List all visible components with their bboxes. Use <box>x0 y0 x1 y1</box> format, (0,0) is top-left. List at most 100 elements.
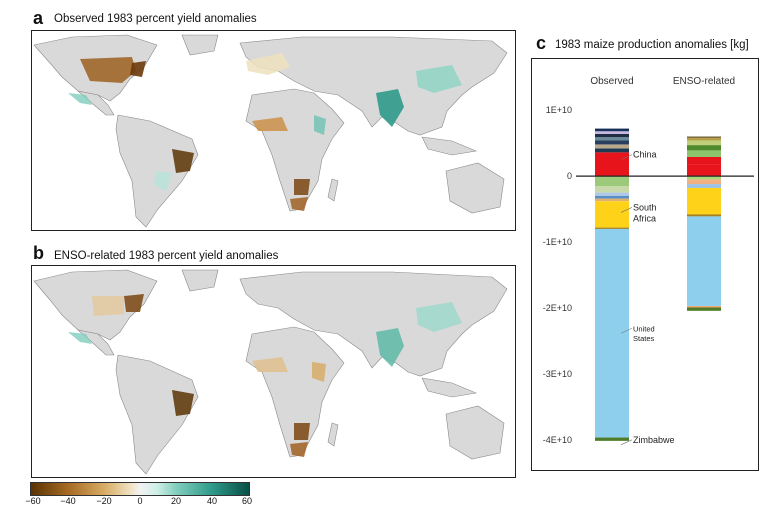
annotation-label: Zimbabwe <box>633 435 675 445</box>
bar-segment <box>595 152 629 177</box>
annotation-leader <box>620 439 633 446</box>
panel-a-letter: a <box>33 8 44 28</box>
brazil-east-decline <box>172 149 194 173</box>
y-tick-label: -4E+10 <box>543 435 572 445</box>
china-gain-b <box>416 302 462 332</box>
bar-segment <box>595 140 629 145</box>
us-central-mild-b <box>92 296 124 316</box>
annotation-label: United <box>633 324 655 333</box>
colorbar-tick: −60 <box>25 496 41 506</box>
south-africa-decline-b <box>290 442 308 457</box>
brazil-east-decline-b <box>172 390 194 416</box>
us-east-decline-b <box>124 294 144 312</box>
bar-segment <box>595 192 629 196</box>
landmass-southeast-asia-b <box>421 377 478 398</box>
bar-segment <box>595 133 629 138</box>
zimbabwe-decline-b <box>294 423 310 440</box>
production-chart: 1E+10 0 -1E+10 -2E+10 -3E+10 -4E+10 Observed EN… <box>543 76 754 446</box>
bar-segment <box>595 198 629 202</box>
anomaly-shading <box>68 53 462 211</box>
bar-segment <box>595 128 629 132</box>
bar-segment <box>687 184 721 189</box>
annotation-label: Africa <box>633 213 656 223</box>
bar-segment <box>595 437 629 441</box>
annotation-label: China <box>633 150 657 160</box>
bar-segment <box>687 164 721 177</box>
mexico-gain <box>68 93 92 105</box>
bar-segment <box>687 136 721 138</box>
enso-map-svg <box>33 269 508 475</box>
colorbar-tick: −40 <box>60 496 76 506</box>
y-tick-label: -3E+10 <box>543 369 572 379</box>
west-africa-decline-b <box>252 357 288 372</box>
bar-segment <box>595 186 629 193</box>
anomaly-shading-b <box>68 294 462 457</box>
map-land-b <box>33 269 508 475</box>
europe-mixed <box>246 53 290 75</box>
bar-segment <box>595 176 629 187</box>
panel-a-title: Observed 1983 percent yield anomalies <box>54 13 257 25</box>
y-tick-label: -1E+10 <box>543 237 572 247</box>
landmass-greenland <box>181 34 219 56</box>
panel-c-title: 1983 maize production anomalies [kg] <box>555 39 749 51</box>
colorbar-tick: −20 <box>96 496 112 506</box>
colorbar-tick: 40 <box>206 496 218 506</box>
colorbar-tick: 60 <box>241 496 253 506</box>
bar-segment <box>595 201 629 228</box>
brazil-south-gain <box>154 171 172 191</box>
landmass-eurasia <box>239 36 508 136</box>
bar-segment <box>687 176 721 180</box>
annotation-label: States <box>633 334 655 343</box>
east-africa-gain <box>314 115 326 135</box>
landmass-australia-b <box>445 405 505 460</box>
colorbar-tick: 20 <box>170 496 182 506</box>
production-chart-box: 1E+10 0 -1E+10 -2E+10 -3E+10 -4E+10 Observed EN… <box>531 58 759 471</box>
bar-segment <box>595 137 629 141</box>
annotation-leader <box>620 207 633 213</box>
china-gain <box>416 65 462 93</box>
landmass-australia <box>445 162 505 214</box>
landmass-southeast-asia <box>421 136 478 156</box>
bar-segment <box>687 150 721 157</box>
bar-segment <box>687 137 721 141</box>
west-africa-decline <box>252 117 288 131</box>
bar-segment <box>595 195 629 199</box>
annotation-leader <box>620 154 633 160</box>
category-label: Observed <box>590 76 633 87</box>
landmass-eurasia-b <box>239 271 508 377</box>
y-tick-label: 1E+10 <box>546 105 572 115</box>
y-tick-label: -2E+10 <box>543 303 572 313</box>
south-africa-decline <box>290 197 308 211</box>
bar-segment <box>687 216 721 307</box>
bar-segment <box>687 306 721 308</box>
bar-segment <box>595 148 629 153</box>
zimbabwe-decline <box>294 179 310 195</box>
bar-segment <box>595 144 629 149</box>
bar-segment <box>687 140 721 146</box>
colorbar-tick: 0 <box>137 496 143 506</box>
landmass-madagascar-b <box>327 422 339 447</box>
bar-segment <box>687 179 721 185</box>
observed-yield-map <box>31 30 516 231</box>
landmass-madagascar <box>327 178 339 202</box>
india-gain <box>376 89 404 127</box>
bar-segment <box>595 227 629 229</box>
y-tick-label: 0 <box>567 171 572 181</box>
panel-b-letter: b <box>33 243 44 263</box>
india-gain-b <box>376 328 404 367</box>
us-cornbelt-decline <box>80 57 136 83</box>
panel-c-letter: c <box>536 33 547 53</box>
annotation-leader <box>620 327 633 334</box>
us-northeast-decline <box>130 61 146 77</box>
landmass-greenland-b <box>181 269 219 292</box>
colorbar <box>30 482 250 496</box>
annotation-label: South <box>633 202 657 212</box>
landmass-south-america-b <box>115 354 199 475</box>
observed-map-svg <box>33 34 508 228</box>
bar-segment <box>687 156 721 165</box>
east-africa-decline-b <box>312 362 326 382</box>
landmass-south-america <box>115 114 199 228</box>
bar-segment <box>595 228 629 438</box>
bar-segment <box>687 188 721 215</box>
bar-segment <box>595 131 629 134</box>
